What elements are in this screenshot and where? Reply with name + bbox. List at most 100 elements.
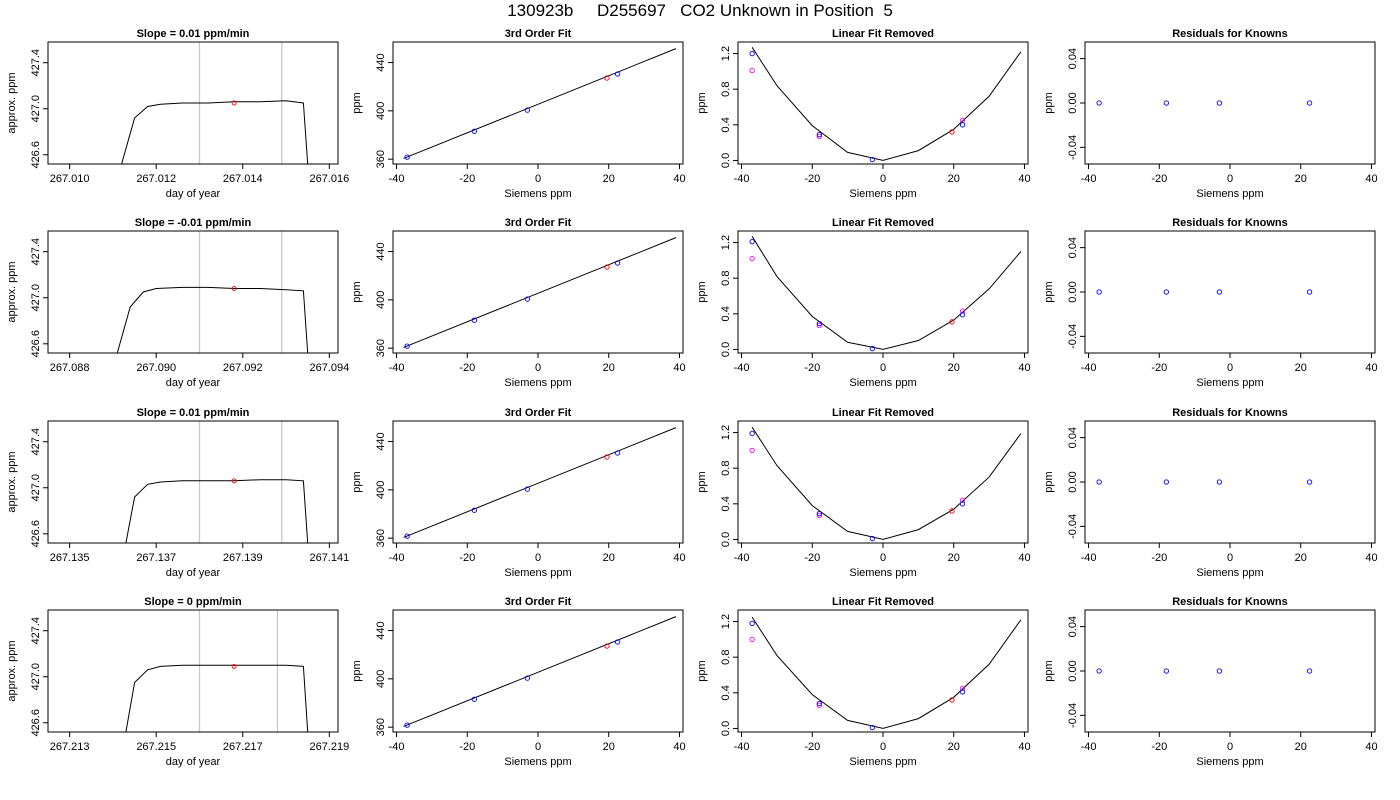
known-point: [471, 128, 477, 134]
known-point: [404, 722, 410, 728]
known-point: [816, 320, 822, 327]
x-tick-label: 40: [673, 741, 685, 753]
x-tick-label: 267.139: [223, 552, 263, 564]
y-axis-label: approx. ppm: [6, 72, 18, 133]
y-tick-label: 427.0: [30, 284, 42, 312]
known-point: [1216, 479, 1223, 485]
y-tick-label: 0.04: [1067, 427, 1079, 448]
x-tick-label: -40: [1081, 741, 1097, 753]
panel-title: Residuals for Knowns: [1172, 217, 1288, 229]
data-series-line: [116, 286, 309, 353]
x-tick-label: -40: [389, 173, 405, 185]
unknown-point: [604, 264, 610, 270]
known-point: [816, 510, 822, 517]
panel-3-1: 267.135 267.137 267.139 267.141 426.6 427.0 42…: [6, 407, 349, 579]
x-axis-label: Siemens ppm: [504, 377, 571, 389]
y-tick-label: 0.4: [720, 496, 732, 511]
x-axis-label: Siemens ppm: [849, 756, 916, 768]
known-point: [959, 689, 966, 695]
plot-frame: [737, 420, 1029, 544]
plot-frame: [737, 609, 1029, 733]
known-point: [614, 639, 621, 645]
x-tick-label: -20: [459, 552, 475, 564]
x-axis-label: Siemens ppm: [504, 756, 571, 768]
y-tick-label: 1.2: [720, 235, 732, 250]
x-tick-label: -20: [804, 741, 820, 753]
known-point: [869, 345, 876, 352]
x-tick-label: -40: [734, 741, 750, 753]
known-point: [404, 533, 410, 539]
plot-frame: [47, 41, 339, 165]
panel-4-3: -40 -20 0 20 40 0.0 0.4 0.8 1.2 Linear Fit Remove…: [696, 596, 1031, 768]
quadratic-curve: [751, 236, 1022, 350]
x-tick-label: -40: [1081, 362, 1097, 374]
y-tick-label: 0.00: [1067, 660, 1079, 681]
unknown-point: [949, 508, 955, 514]
fit-line: [403, 427, 677, 538]
x-axis-label: day of year: [166, 377, 221, 389]
fit-line: [403, 237, 677, 348]
x-tick-label: -40: [389, 552, 405, 564]
plot-frame: [1084, 609, 1376, 733]
y-tick-label: -0.04: [1067, 703, 1079, 728]
alt-point: [749, 255, 755, 262]
y-tick-label: -0.04: [1067, 324, 1079, 349]
panel-2-3: -40 -20 0 20 40 0.0 0.4 0.8 1.2 Linear Fit Remove…: [696, 217, 1031, 389]
y-axis-label: ppm: [696, 92, 708, 113]
x-tick-label: 267.010: [50, 173, 90, 185]
plot-frame: [1084, 230, 1376, 354]
y-tick-label: 1.2: [720, 425, 732, 440]
x-tick-label: -40: [389, 362, 405, 374]
panel-title: Linear Fit Removed: [832, 217, 934, 229]
x-tick-label: 0: [1227, 173, 1233, 185]
unknown-point: [949, 129, 955, 135]
mean-marker: [231, 286, 237, 291]
y-tick-label: 0.0: [720, 721, 732, 736]
known-point: [959, 122, 966, 128]
x-tick-label: 20: [948, 552, 960, 564]
panel-title: 3rd Order Fit: [505, 596, 572, 608]
y-tick-label: 400: [375, 670, 387, 688]
y-tick-label: 360: [375, 718, 387, 736]
x-axis-label: Siemens ppm: [504, 567, 571, 579]
known-point: [471, 317, 477, 323]
unknown-point: [604, 454, 610, 460]
known-point: [1216, 100, 1223, 106]
y-tick-label: 427.4: [30, 617, 42, 645]
panel-3-3: -40 -20 0 20 40 0.0 0.4 0.8 1.2 Linear Fit Remove…: [696, 407, 1031, 579]
plot-frame: [47, 420, 339, 544]
alt-point: [816, 702, 822, 708]
x-tick-label: 20: [1295, 362, 1307, 374]
x-axis-label: Siemens ppm: [1196, 188, 1263, 200]
x-tick-label: 0: [880, 552, 886, 564]
x-tick-label: 0: [880, 362, 886, 374]
known-point: [749, 50, 755, 57]
x-tick-label: 267.012: [136, 173, 176, 185]
plot-area: [1096, 100, 1313, 106]
y-tick-label: 400: [375, 481, 387, 499]
plot-area: [1096, 479, 1313, 485]
x-tick-label: 40: [1018, 173, 1030, 185]
known-point: [1096, 100, 1102, 106]
y-axis-label: approx. ppm: [6, 261, 18, 322]
known-point: [869, 535, 876, 542]
known-point: [1306, 479, 1313, 485]
panel-title: 3rd Order Fit: [505, 407, 572, 419]
plot-area: [749, 47, 1022, 163]
known-point: [749, 239, 755, 245]
plot-frame: [737, 230, 1029, 354]
x-tick-label: 0: [1227, 362, 1233, 374]
panel-title: Slope = 0.01 ppm/min: [137, 28, 250, 40]
y-tick-label: 0.4: [720, 685, 732, 700]
panel-1-3: -40 -20 0 20 40 0.0 0.4 0.8 1.2 Linear Fit Remove…: [696, 28, 1031, 200]
x-tick-label: -20: [804, 173, 820, 185]
x-tick-label: 267.094: [309, 362, 349, 374]
y-tick-label: 427.0: [30, 95, 42, 123]
x-tick-label: 40: [1018, 552, 1030, 564]
x-tick-label: 267.016: [309, 173, 349, 185]
known-point: [1306, 100, 1313, 106]
known-point: [614, 450, 621, 456]
known-point: [524, 486, 531, 492]
y-tick-label: 440: [375, 242, 387, 260]
data-series-line: [121, 100, 309, 164]
